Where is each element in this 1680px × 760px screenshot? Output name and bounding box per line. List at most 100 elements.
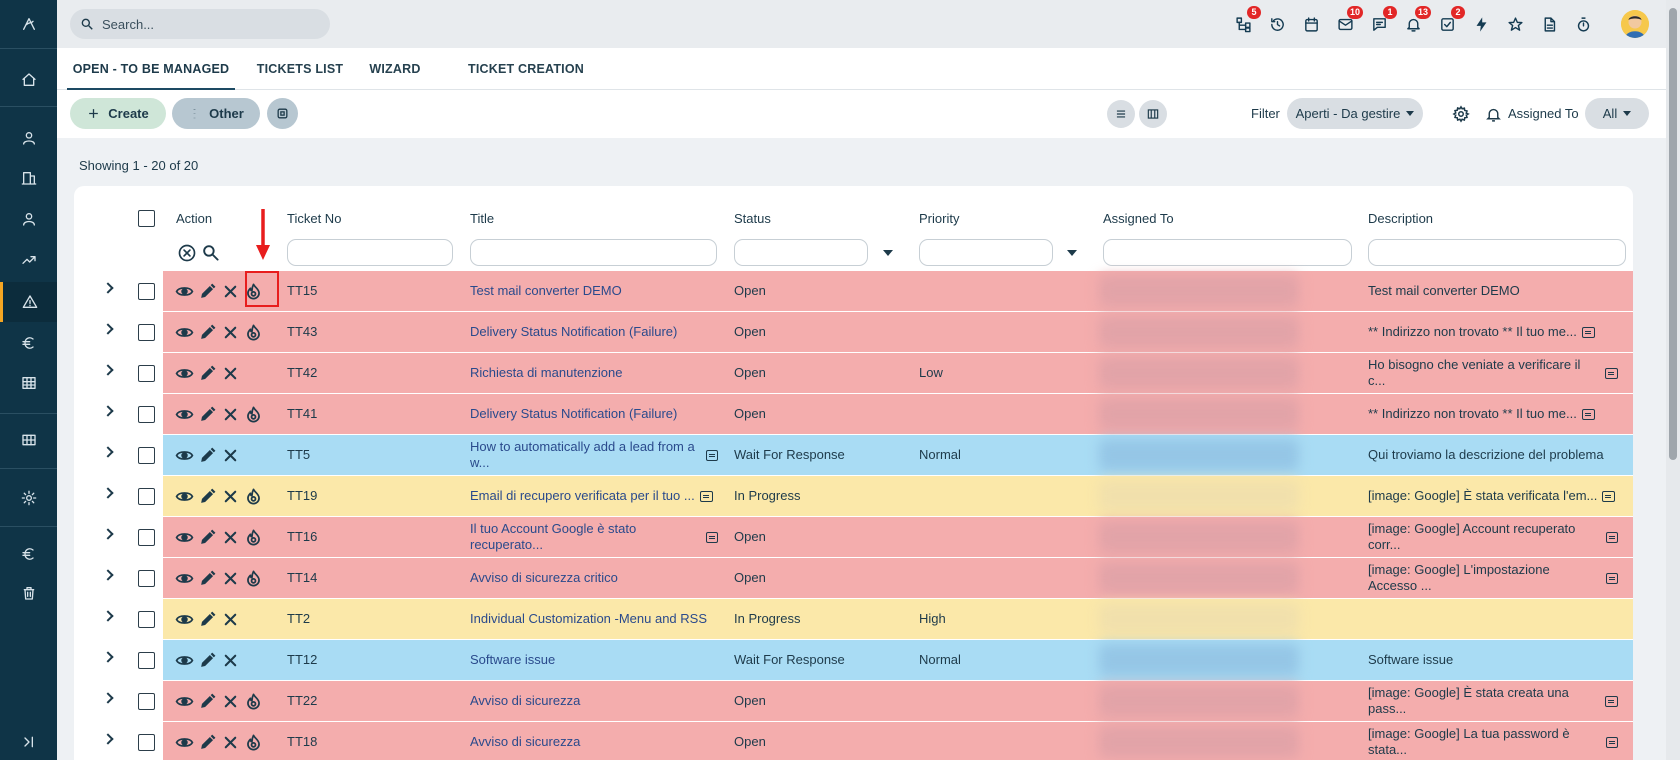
history-icon[interactable]	[1265, 11, 1289, 37]
cell-title[interactable]: Il tuo Account Google è stato recuperato…	[470, 517, 718, 557]
other-button[interactable]: Other	[172, 98, 260, 129]
assigned-to-select[interactable]: All	[1585, 98, 1649, 129]
urgent-flame-icon[interactable]	[243, 404, 263, 424]
row-checkbox[interactable]	[138, 324, 155, 341]
delete-cross-icon[interactable]	[220, 527, 240, 547]
list-view-button[interactable]	[1107, 100, 1135, 128]
delete-cross-icon[interactable]	[220, 609, 240, 629]
edit-pencil-icon[interactable]	[197, 527, 217, 547]
wizard-button[interactable]	[267, 98, 298, 129]
mail-icon[interactable]: 10	[1333, 6, 1363, 37]
search-box[interactable]	[70, 9, 330, 39]
view-eye-icon[interactable]	[174, 691, 194, 711]
filter-title-input[interactable]	[470, 239, 717, 266]
create-button[interactable]: Create	[70, 98, 166, 129]
cell-title[interactable]: Test mail converter DEMO	[470, 283, 622, 298]
table-row[interactable]: TT16 Il tuo Account Google è stato recupe…	[74, 517, 1633, 558]
chat-icon[interactable]: 1	[1367, 6, 1397, 37]
select-all-checkbox[interactable]	[138, 210, 155, 227]
delete-cross-icon[interactable]	[220, 281, 240, 301]
filter-priority-dropdown-icon[interactable]	[1067, 250, 1077, 256]
row-checkbox[interactable]	[138, 570, 155, 587]
page-scrollbar[interactable]	[1666, 0, 1680, 760]
calendar-icon[interactable]	[1299, 11, 1323, 37]
tab-tickets-list[interactable]: TICKETS LIST	[256, 62, 344, 76]
cell-title[interactable]: Richiesta di manutenzione	[470, 365, 623, 380]
delete-cross-icon[interactable]	[220, 486, 240, 506]
tab-wizard[interactable]: WIZARD	[369, 62, 421, 76]
view-eye-icon[interactable]	[174, 486, 194, 506]
table-row[interactable]: TT41 Delivery Status Notification (Failur…	[74, 394, 1633, 435]
view-eye-icon[interactable]	[174, 568, 194, 588]
notification-button[interactable]	[1479, 100, 1507, 128]
edit-pencil-icon[interactable]	[197, 609, 217, 629]
cell-title[interactable]: How to automatically add a lead from a w…	[470, 435, 718, 475]
settings-button[interactable]	[1447, 100, 1475, 128]
expand-row-chevron-icon[interactable]	[102, 733, 114, 745]
view-eye-icon[interactable]	[174, 363, 194, 383]
filter-select[interactable]: Aperti - Da gestire	[1287, 98, 1423, 129]
tasks-icon[interactable]: 2	[1435, 6, 1465, 37]
organizations-icon[interactable]	[0, 158, 57, 198]
filter-status-input[interactable]	[734, 239, 868, 266]
table-row[interactable]: TT15 Test mail converter DEMO Open Test mai…	[74, 271, 1633, 312]
delete-cross-icon[interactable]	[220, 404, 240, 424]
expand-row-chevron-icon[interactable]	[102, 405, 114, 417]
row-checkbox[interactable]	[138, 734, 155, 751]
view-eye-icon[interactable]	[174, 404, 194, 424]
row-checkbox[interactable]	[138, 283, 155, 300]
cell-title[interactable]: Avviso di sicurezza	[470, 734, 581, 749]
filter-status-dropdown-icon[interactable]	[883, 250, 893, 256]
trend-icon[interactable]	[0, 240, 57, 280]
user-icon[interactable]	[0, 199, 57, 239]
edit-pencil-icon[interactable]	[197, 322, 217, 342]
header-assigned-to[interactable]: Assigned To	[1103, 211, 1174, 226]
expand-row-chevron-icon[interactable]	[102, 446, 114, 458]
expand-row-chevron-icon[interactable]	[102, 528, 114, 540]
expand-row-chevron-icon[interactable]	[102, 323, 114, 335]
star-icon[interactable]	[1503, 11, 1527, 37]
tickets-icon[interactable]	[0, 282, 57, 322]
delete-cross-icon[interactable]	[220, 732, 240, 752]
hierarchy-icon[interactable]: 5	[1231, 6, 1261, 37]
row-checkbox[interactable]	[138, 488, 155, 505]
header-title[interactable]: Title	[470, 211, 495, 226]
bell-icon[interactable]: 13	[1401, 6, 1431, 37]
urgent-flame-icon[interactable]	[243, 486, 263, 506]
header-status[interactable]: Status	[734, 211, 771, 226]
view-eye-icon[interactable]	[174, 527, 194, 547]
euro-icon[interactable]	[0, 323, 57, 363]
columns-view-button[interactable]	[1139, 100, 1167, 128]
expand-row-chevron-icon[interactable]	[102, 651, 114, 663]
edit-pencil-icon[interactable]	[197, 568, 217, 588]
tab-ticket-creation-wizard[interactable]: TICKET CREATION WIZARD	[468, 62, 584, 118]
table-row[interactable]: TT22 Avviso di sicurezza Open [image: Googl…	[74, 681, 1633, 722]
urgent-flame-icon[interactable]	[243, 322, 263, 342]
lightning-icon[interactable]	[1469, 11, 1493, 37]
expand-row-chevron-icon[interactable]	[102, 692, 114, 704]
grid-icon[interactable]	[0, 420, 57, 460]
filter-priority-input[interactable]	[919, 239, 1053, 266]
cell-title[interactable]: Email di recupero verificata per il tuo …	[470, 476, 718, 516]
view-eye-icon[interactable]	[174, 322, 194, 342]
expand-row-chevron-icon[interactable]	[102, 610, 114, 622]
logo-icon[interactable]	[0, 4, 57, 44]
contacts-icon[interactable]	[0, 118, 57, 158]
urgent-flame-icon[interactable]	[243, 732, 263, 752]
row-checkbox[interactable]	[138, 447, 155, 464]
row-checkbox[interactable]	[138, 652, 155, 669]
urgent-flame-icon[interactable]	[243, 281, 263, 301]
clear-filters-icon[interactable]	[177, 243, 197, 263]
edit-pencil-icon[interactable]	[197, 281, 217, 301]
cell-title[interactable]: Software issue	[470, 652, 556, 667]
expand-sidebar-icon[interactable]	[0, 722, 57, 760]
cell-title[interactable]: Delivery Status Notification (Failure)	[470, 406, 678, 421]
search-filters-icon[interactable]	[201, 243, 221, 263]
delete-cross-icon[interactable]	[220, 691, 240, 711]
view-eye-icon[interactable]	[174, 650, 194, 670]
table-row[interactable]: TT12 Software issue Wait For Response Norma…	[74, 640, 1633, 681]
tab-open-to-be-managed[interactable]: OPEN - TO BE MANAGED	[67, 48, 235, 90]
edit-pencil-icon[interactable]	[197, 691, 217, 711]
view-eye-icon[interactable]	[174, 609, 194, 629]
filter-description-input[interactable]	[1368, 239, 1626, 266]
